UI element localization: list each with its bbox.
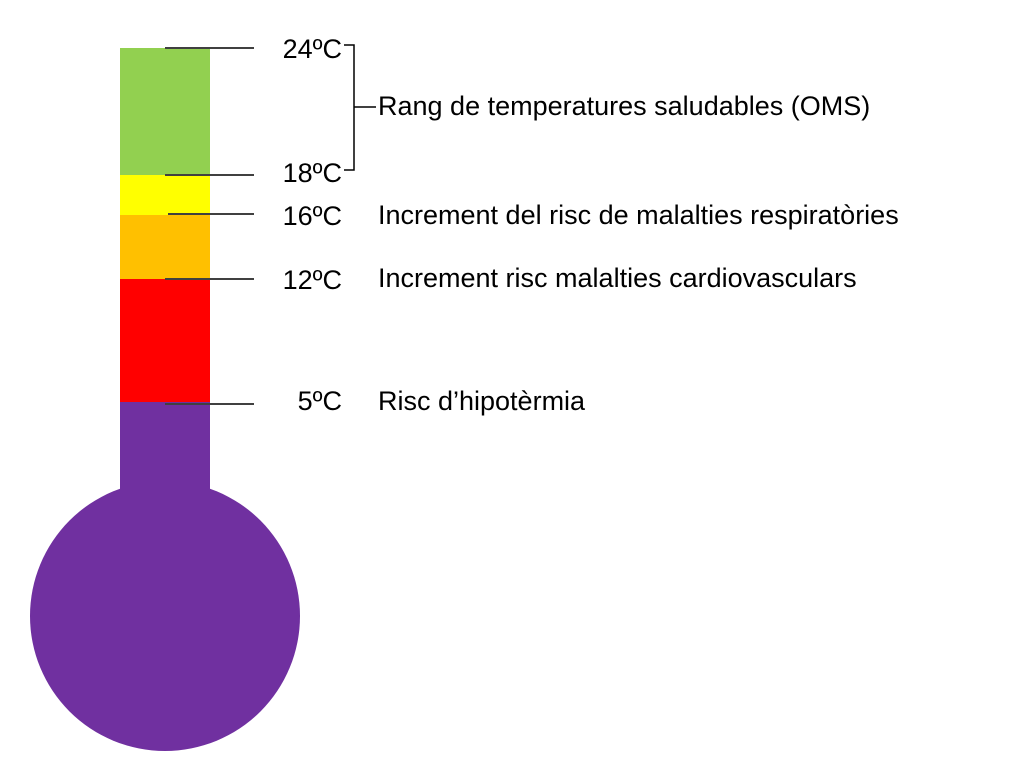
hypothermia-risk-label: Risc d’hipotèrmia: [378, 386, 586, 416]
respiratory-band: [120, 175, 210, 215]
healthy-range-label: Rang de temperatures saludables (OMS): [378, 91, 871, 121]
warning-band: [120, 279, 210, 402]
temp-label-16: 16ºC: [282, 201, 342, 231]
temp-label-5: 5ºC: [297, 386, 342, 416]
healthy-range-bracket: [344, 44, 376, 171]
cardio-risk-label: Increment risc malalties cardiovasculars: [378, 263, 857, 293]
temp-label-18: 18ºC: [282, 158, 342, 188]
cardio-band: [120, 215, 210, 279]
respiratory-risk-label: Increment del risc de malalties respirat…: [378, 200, 899, 230]
healthy-band: [120, 48, 210, 175]
temp-label-12: 12ºC: [282, 265, 342, 295]
hypothermia-band: [120, 402, 210, 622]
temp-label-24: 24ºC: [282, 34, 342, 64]
